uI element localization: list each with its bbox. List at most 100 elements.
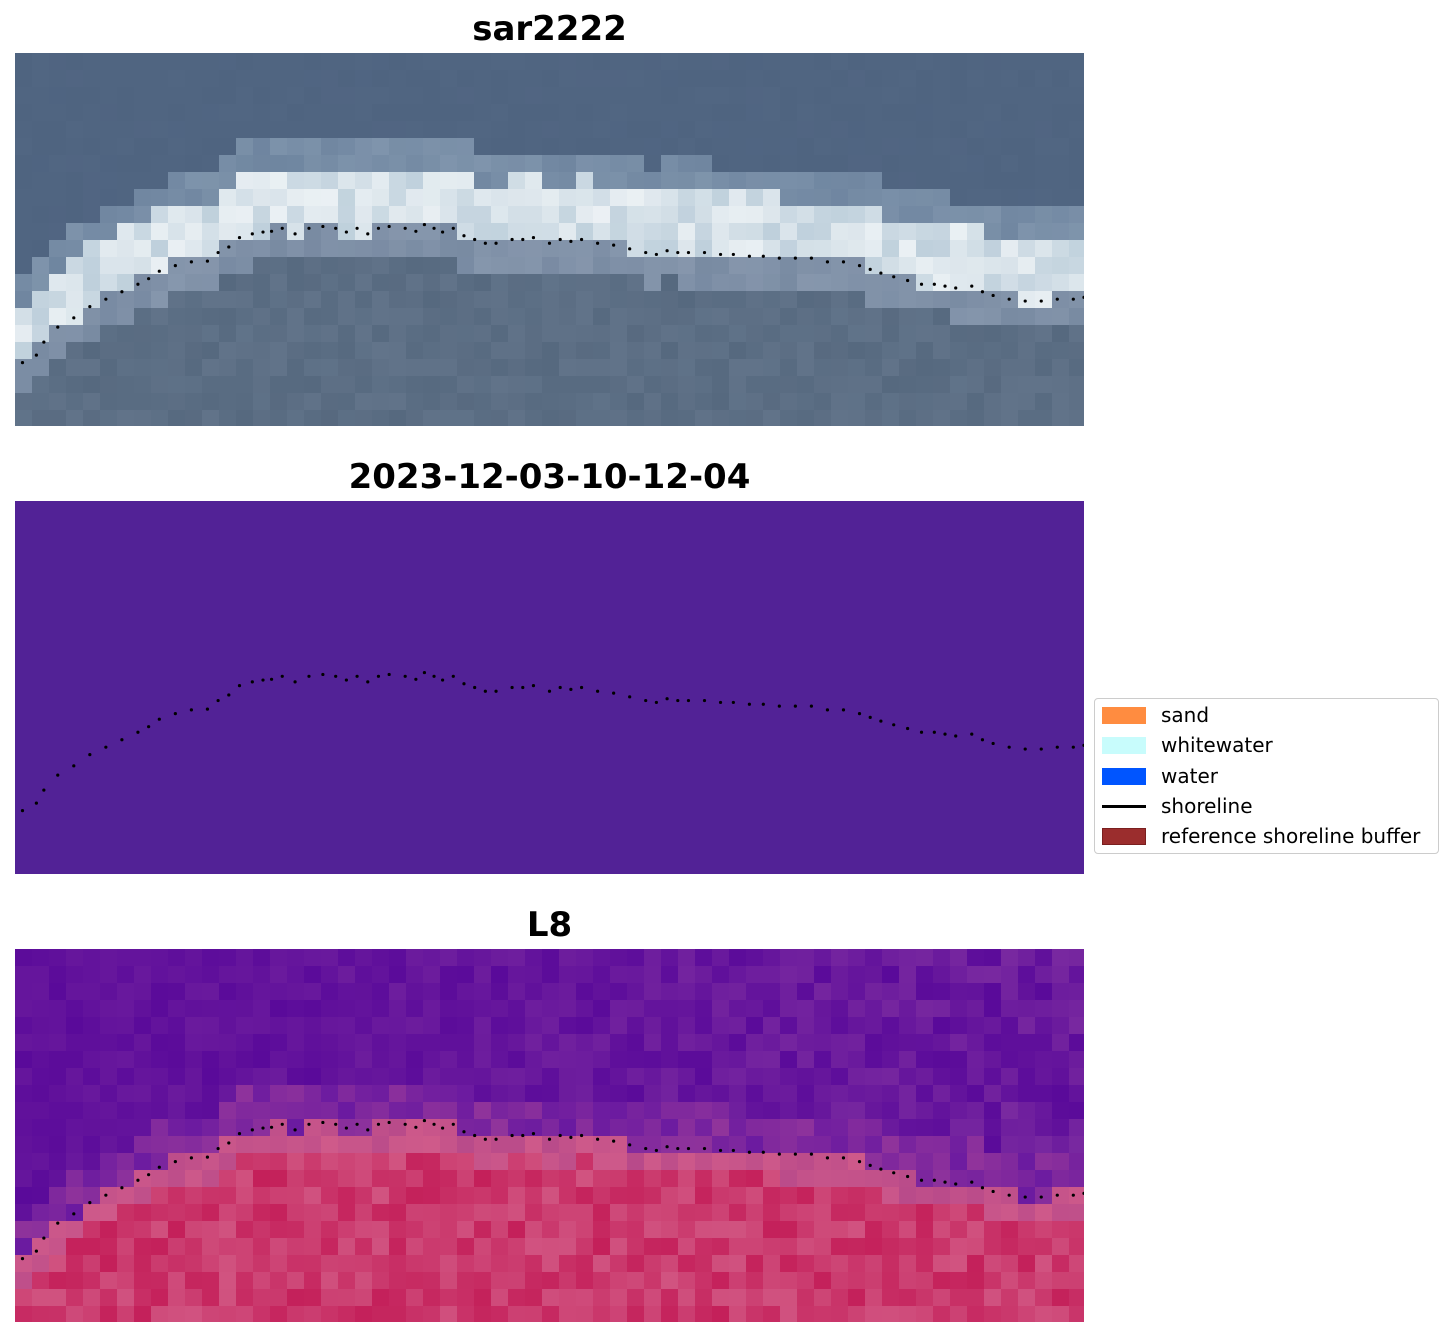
shoreline-point [654,1148,659,1153]
shoreline-point [237,684,242,688]
shoreline-point [1071,1193,1075,1197]
panel-title-rgb: sar2222 [472,9,627,49]
shoreline-point [747,254,752,258]
shoreline-point [376,1122,381,1126]
shoreline-point [761,1150,765,1154]
shoreline-point [280,226,284,230]
shoreline-point [173,264,177,268]
legend-label-shoreline: shoreline [1161,794,1253,818]
shoreline-point [547,241,552,245]
shoreline-point [355,226,359,230]
shoreline-point [42,788,46,792]
shoreline-point [857,712,862,716]
shoreline-point [414,1125,418,1129]
classified-fill [15,501,1084,874]
shoreline-point [702,250,707,255]
shoreline-point [173,712,177,716]
shoreline-point [120,738,124,742]
shoreline-point [20,360,25,365]
shoreline-point [483,689,487,693]
shoreline-point [403,674,407,678]
shoreline-point [731,1148,735,1153]
shoreline-point [147,725,151,729]
shoreline-point [676,698,680,703]
shoreline-point [644,250,648,255]
reference-buffer-swatch [1102,828,1146,845]
shoreline-point [473,1133,477,1138]
shoreline-point [747,1150,752,1154]
shoreline-point [868,267,872,271]
shoreline-point [34,1249,38,1253]
shoreline-point [747,702,752,706]
shoreline-point [451,1122,455,1126]
shoreline-point [136,282,140,286]
shoreline-point [644,1146,648,1151]
shoreline-point [307,226,311,230]
shoreline-point [334,674,338,678]
shoreline-point [462,682,466,686]
shoreline-point [88,305,92,309]
shoreline-point [216,1146,220,1151]
shoreline-point [414,229,418,233]
shoreline-point [280,1122,284,1126]
shoreline-point [403,1122,407,1126]
shoreline-point [919,282,924,286]
shoreline-point [892,723,896,727]
shoreline-point [761,254,765,258]
shoreline-point [441,678,445,682]
shoreline-point [1082,743,1084,747]
shoreline-point [56,1221,60,1225]
rgb-pixels [15,53,1084,426]
legend-label-reference-buffer: reference shoreline buffer [1161,824,1421,848]
shoreline-point [531,236,536,240]
shoreline-point [793,1152,797,1156]
shoreline-point [189,260,193,264]
shoreline-point [777,256,781,260]
shoreline-point [120,290,124,294]
shoreline-point [237,236,242,240]
legend-label-water: water [1161,764,1218,788]
shoreline-point [494,241,498,245]
shoreline-point [547,1137,552,1141]
shoreline-point [157,717,161,721]
shoreline-point [612,691,616,695]
shoreline-point [473,685,477,690]
shoreline-point [147,277,151,281]
shoreline-point [1082,295,1084,299]
shoreline-point [892,275,896,279]
shoreline-point [494,1137,498,1141]
shoreline-point [654,700,659,705]
shoreline-point [777,1152,781,1156]
shoreline-point [665,249,669,253]
classified-image-panel [15,501,1084,874]
shoreline-point [579,237,584,242]
shoreline-point [1055,297,1059,301]
shoreline-point [56,325,60,329]
shoreline-point [718,252,723,257]
shoreline-point [387,672,391,677]
shoreline-point [136,730,140,734]
shoreline-point [441,1126,445,1130]
shoreline-point [686,1146,691,1151]
shoreline-point [1055,745,1059,749]
shoreline-point [991,293,995,298]
shoreline-point [376,674,381,678]
shoreline-point [56,773,60,777]
shoreline-point [676,1146,680,1151]
water-swatch [1102,768,1146,785]
shoreline-point [1039,747,1043,751]
shoreline-point [1071,297,1075,301]
shoreline-point [72,316,76,320]
index-image [15,949,1084,1322]
shoreline-point [991,741,995,746]
shoreline-point [510,237,514,242]
shoreline-point [293,232,297,236]
legend-label-sand: sand [1161,703,1210,727]
shoreline-point [686,698,691,703]
shoreline-point [879,271,883,275]
shoreline-point [868,715,872,719]
shoreline-point [1023,299,1027,303]
shoreline-point [868,1163,872,1167]
shoreline-point [344,678,348,682]
shoreline-point [665,697,669,701]
